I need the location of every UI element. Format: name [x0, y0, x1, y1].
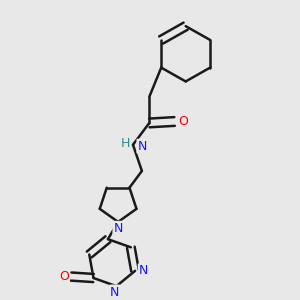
Text: N: N — [139, 264, 148, 277]
Text: N: N — [110, 286, 120, 298]
Text: H: H — [121, 137, 130, 150]
Text: N: N — [113, 222, 123, 235]
Text: N: N — [137, 140, 147, 153]
Text: O: O — [59, 270, 69, 283]
Text: O: O — [178, 115, 188, 128]
